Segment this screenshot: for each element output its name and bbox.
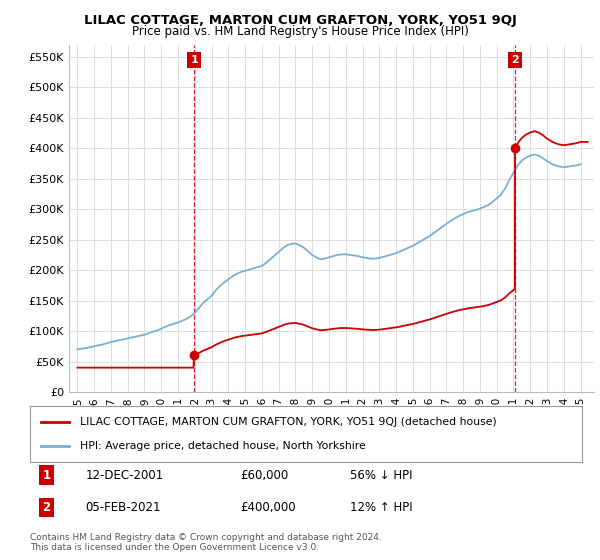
Text: 1: 1 xyxy=(190,55,198,65)
Text: LILAC COTTAGE, MARTON CUM GRAFTON, YORK, YO51 9QJ: LILAC COTTAGE, MARTON CUM GRAFTON, YORK,… xyxy=(83,14,517,27)
Text: 12% ↑ HPI: 12% ↑ HPI xyxy=(350,501,413,514)
Text: £400,000: £400,000 xyxy=(240,501,295,514)
Text: 2: 2 xyxy=(511,55,519,65)
Text: 05-FEB-2021: 05-FEB-2021 xyxy=(85,501,161,514)
Text: 2: 2 xyxy=(43,501,50,514)
Text: Price paid vs. HM Land Registry's House Price Index (HPI): Price paid vs. HM Land Registry's House … xyxy=(131,25,469,38)
Text: This data is licensed under the Open Government Licence v3.0.: This data is licensed under the Open Gov… xyxy=(30,543,319,552)
Text: 1: 1 xyxy=(43,469,50,482)
FancyBboxPatch shape xyxy=(30,406,582,462)
Text: HPI: Average price, detached house, North Yorkshire: HPI: Average price, detached house, Nort… xyxy=(80,441,365,451)
Text: 12-DEC-2001: 12-DEC-2001 xyxy=(85,469,163,482)
Text: LILAC COTTAGE, MARTON CUM GRAFTON, YORK, YO51 9QJ (detached house): LILAC COTTAGE, MARTON CUM GRAFTON, YORK,… xyxy=(80,417,496,427)
Text: Contains HM Land Registry data © Crown copyright and database right 2024.: Contains HM Land Registry data © Crown c… xyxy=(30,533,382,542)
Text: 56% ↓ HPI: 56% ↓ HPI xyxy=(350,469,413,482)
Text: £60,000: £60,000 xyxy=(240,469,288,482)
